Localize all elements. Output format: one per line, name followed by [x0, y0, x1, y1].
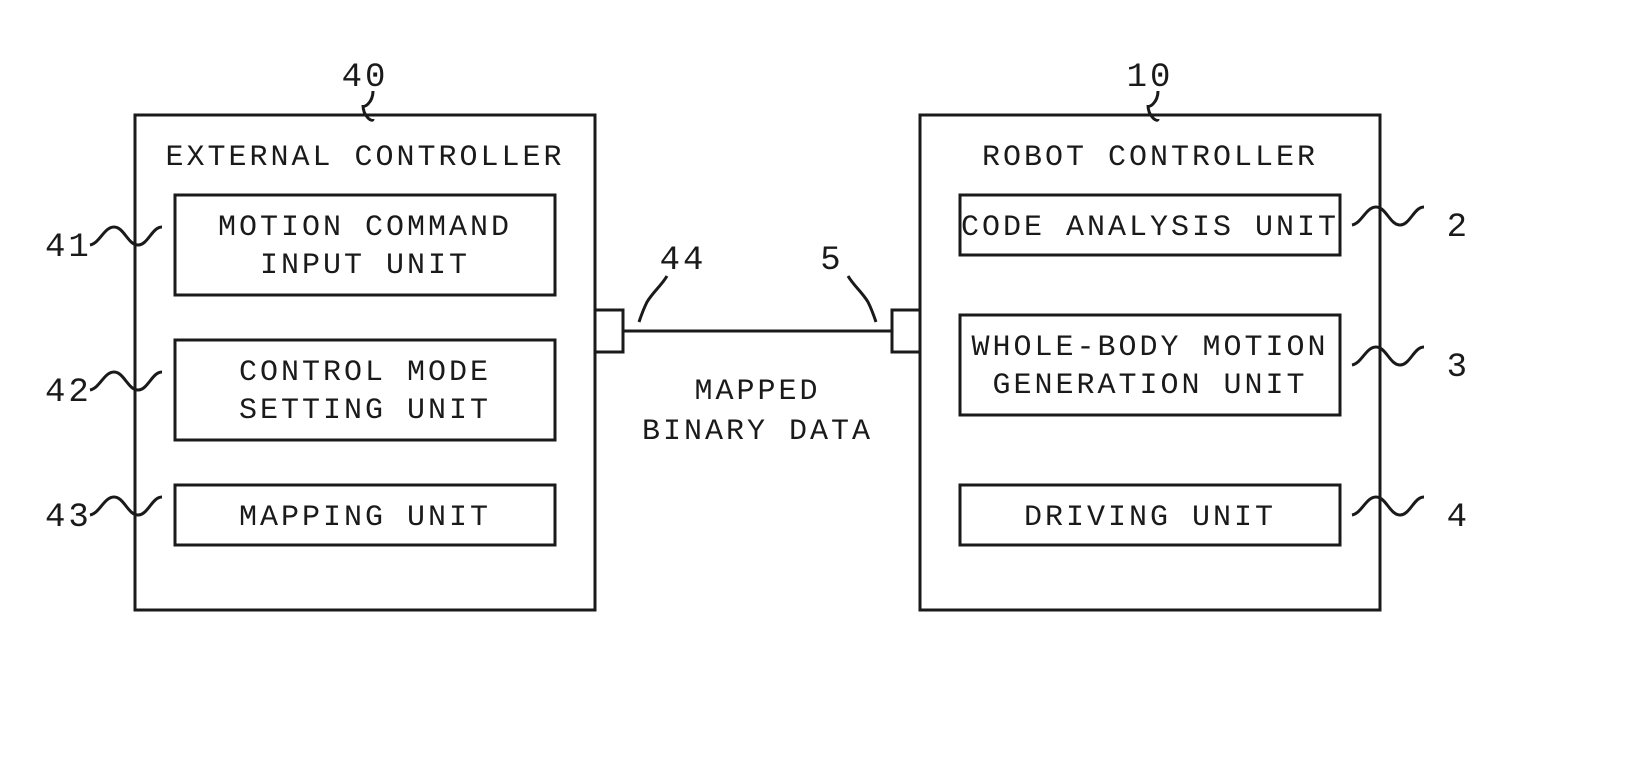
left-control_mode-label1: CONTROL MODE	[239, 356, 491, 390]
connection-label-2: BINARY DATA	[642, 415, 873, 449]
right-port-leader	[848, 276, 876, 322]
left-control_mode-leader	[90, 372, 162, 390]
left-mapping-leader	[90, 497, 162, 515]
right-driving-leader	[1352, 497, 1424, 515]
right-port	[892, 310, 920, 352]
right-code_analysis-label: CODE ANALYSIS UNIT	[961, 211, 1339, 245]
right-whole_body-label2: GENERATION UNIT	[992, 369, 1307, 403]
right-driving-label: DRIVING UNIT	[1024, 501, 1276, 535]
left-mapping-ref: 43	[45, 499, 92, 537]
right-whole_body-leader	[1352, 347, 1424, 365]
left-mapping-label: MAPPING UNIT	[239, 501, 491, 535]
left-motion_cmd-label1: MOTION COMMAND	[218, 211, 512, 245]
left-port-leader	[639, 276, 667, 322]
left-control_mode-label2: SETTING UNIT	[239, 394, 491, 428]
left-control_mode-ref: 42	[45, 374, 92, 412]
right-port-ref: 5	[820, 242, 843, 280]
right-driving-ref: 4	[1447, 499, 1470, 537]
left-ref: 40	[342, 59, 389, 97]
right-title: ROBOT CONTROLLER	[982, 141, 1318, 175]
right-code_analysis-leader	[1352, 207, 1424, 225]
left-motion_cmd-leader	[90, 227, 162, 245]
right-code_analysis-ref: 2	[1447, 209, 1470, 247]
connection-label-1: MAPPED	[694, 375, 820, 409]
left-port-ref: 44	[660, 242, 707, 280]
left-port	[595, 310, 623, 352]
right-ref: 10	[1127, 59, 1174, 97]
left-motion_cmd-ref: 41	[45, 229, 92, 267]
right-whole_body-label1: WHOLE-BODY MOTION	[971, 331, 1328, 365]
right-whole_body-ref: 3	[1447, 349, 1470, 387]
block-diagram: 40 EXTERNAL CONTROLLER 10 ROBOT CONTROLLER M…	[0, 0, 1638, 775]
left-title: EXTERNAL CONTROLLER	[165, 141, 564, 175]
left-motion_cmd-label2: INPUT UNIT	[260, 249, 470, 283]
